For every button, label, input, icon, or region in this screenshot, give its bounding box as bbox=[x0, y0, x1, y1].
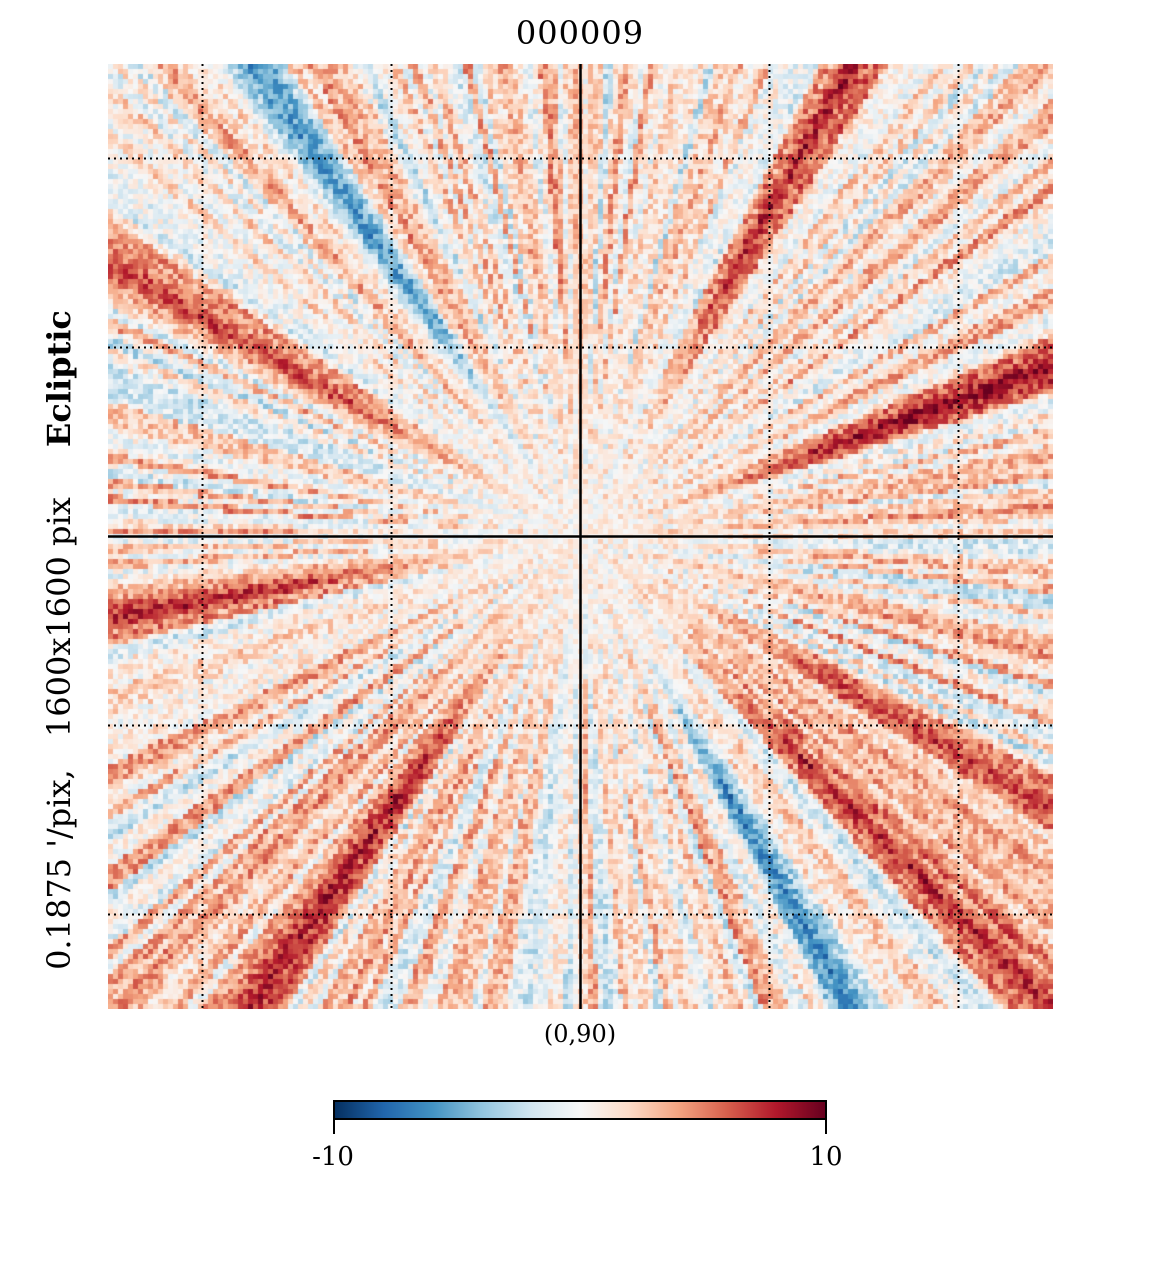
colorbar bbox=[333, 1100, 827, 1120]
map-graticule bbox=[108, 64, 1053, 1009]
y-axis-label: 0.1875 '/pix, 1600x1600 pix Ecliptic bbox=[40, 310, 78, 970]
colorbar-max-label: 10 bbox=[809, 1142, 843, 1172]
colorbar-tick-min bbox=[333, 1120, 335, 1134]
chart-title: 000009 bbox=[515, 14, 645, 52]
gnomonic-map bbox=[108, 64, 1053, 1009]
resolution-label: 0.1875 '/pix, bbox=[40, 769, 78, 970]
colorbar-min-label: -10 bbox=[312, 1142, 354, 1172]
colorbar-tick-max bbox=[825, 1120, 827, 1134]
coord-system-label: Ecliptic bbox=[40, 310, 78, 448]
size-label: 1600x1600 pix bbox=[40, 497, 78, 738]
y-axis-label-area: 0.1875 '/pix, 1600x1600 pix Ecliptic bbox=[36, 270, 82, 1010]
center-coordinate-label: (0,90) bbox=[543, 1020, 617, 1048]
